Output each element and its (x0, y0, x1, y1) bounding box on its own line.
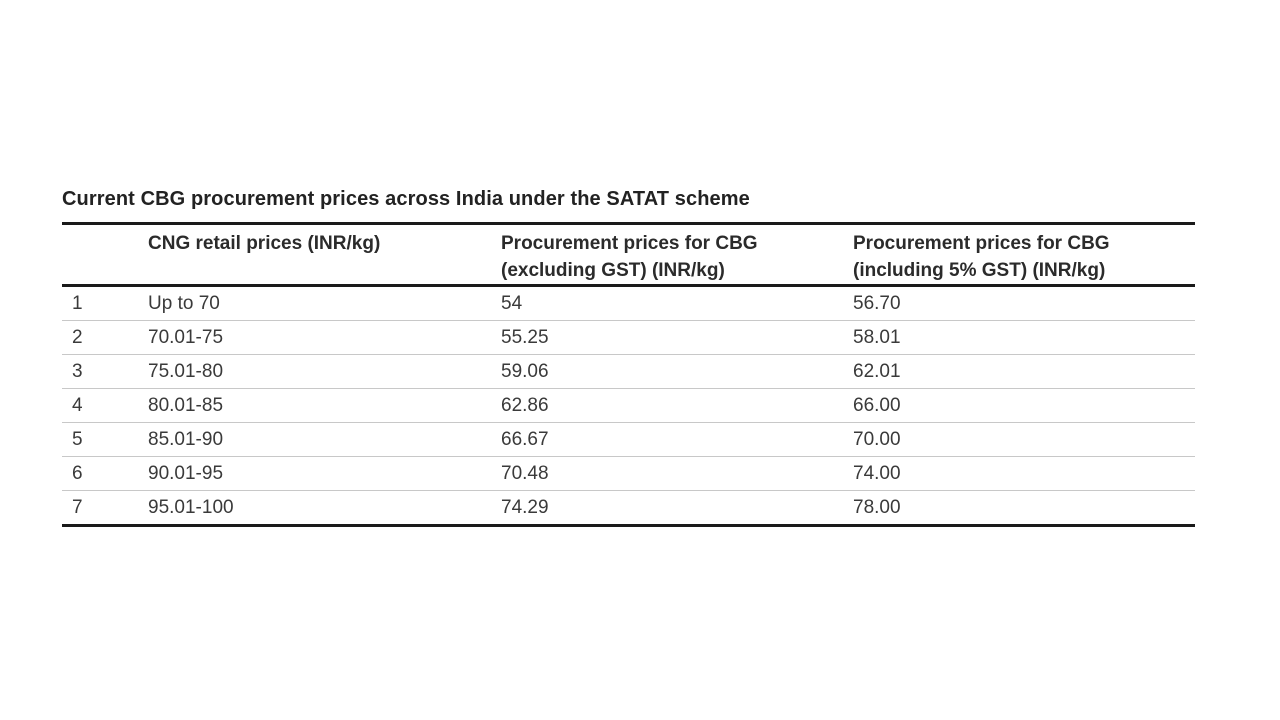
price-excl-gst-cell: 70.48 (501, 456, 853, 491)
price-incl-gst-cell: 62.01 (853, 354, 1195, 389)
row-index: 2 (62, 320, 148, 355)
table-title: Current CBG procurement prices across In… (62, 188, 750, 210)
price-incl-gst-cell: 78.00 (853, 490, 1195, 527)
row-index: 3 (62, 354, 148, 389)
row-index: 5 (62, 422, 148, 457)
table-row: 3 75.01-80 59.06 62.01 (62, 354, 1195, 389)
row-index: 7 (62, 490, 148, 527)
row-index: 4 (62, 388, 148, 423)
price-incl-gst-cell: 70.00 (853, 422, 1195, 457)
price-excl-gst-cell: 54 (501, 285, 853, 321)
price-incl-gst-cell: 66.00 (853, 388, 1195, 423)
price-incl-gst-cell: 74.00 (853, 456, 1195, 491)
header-procurement-incl-gst-line2: (including 5% GST) (INR/kg) (853, 260, 1106, 281)
cng-retail-price-cell: 90.01-95 (148, 456, 501, 491)
price-excl-gst-cell: 55.25 (501, 320, 853, 355)
price-excl-gst-cell: 59.06 (501, 354, 853, 389)
header-procurement-excl-gst-line2: (excluding GST) (INR/kg) (501, 260, 725, 281)
price-excl-gst-cell: 66.67 (501, 422, 853, 457)
cng-retail-price-cell: 85.01-90 (148, 422, 501, 457)
table-row: 1 Up to 70 54 56.70 (62, 285, 1195, 321)
cng-retail-price-cell: 95.01-100 (148, 490, 501, 527)
table-row: 7 95.01-100 74.29 78.00 (62, 490, 1195, 527)
header-procurement-excl-gst-line1: Procurement prices for CBG (501, 233, 758, 254)
procurement-price-table: CNG retail prices (INR/kg) Procurement p… (62, 222, 1195, 527)
price-incl-gst-cell: 58.01 (853, 320, 1195, 355)
cng-retail-price-cell: 75.01-80 (148, 354, 501, 389)
table-header-row: CNG retail prices (INR/kg) Procurement p… (62, 222, 1195, 287)
table-row: 5 85.01-90 66.67 70.00 (62, 422, 1195, 457)
header-procurement-incl-gst-line1: Procurement prices for CBG (853, 233, 1110, 254)
table-body: 1 Up to 70 54 56.70 2 70.01-75 55.25 58.… (62, 285, 1195, 527)
cng-retail-price-cell: Up to 70 (148, 285, 501, 321)
price-excl-gst-cell: 74.29 (501, 490, 853, 527)
table-row: 2 70.01-75 55.25 58.01 (62, 320, 1195, 355)
table-row: 4 80.01-85 62.86 66.00 (62, 388, 1195, 423)
price-incl-gst-cell: 56.70 (853, 285, 1195, 321)
header-procurement-excl-gst: Procurement prices for CBG (excluding GS… (501, 222, 853, 287)
cng-retail-price-cell: 80.01-85 (148, 388, 501, 423)
header-procurement-incl-gst: Procurement prices for CBG (including 5%… (853, 222, 1195, 287)
row-index: 1 (62, 285, 148, 321)
cng-retail-price-cell: 70.01-75 (148, 320, 501, 355)
header-cng-retail-prices: CNG retail prices (INR/kg) (148, 222, 501, 287)
header-index (62, 222, 148, 287)
row-index: 6 (62, 456, 148, 491)
table-row: 6 90.01-95 70.48 74.00 (62, 456, 1195, 491)
price-excl-gst-cell: 62.86 (501, 388, 853, 423)
